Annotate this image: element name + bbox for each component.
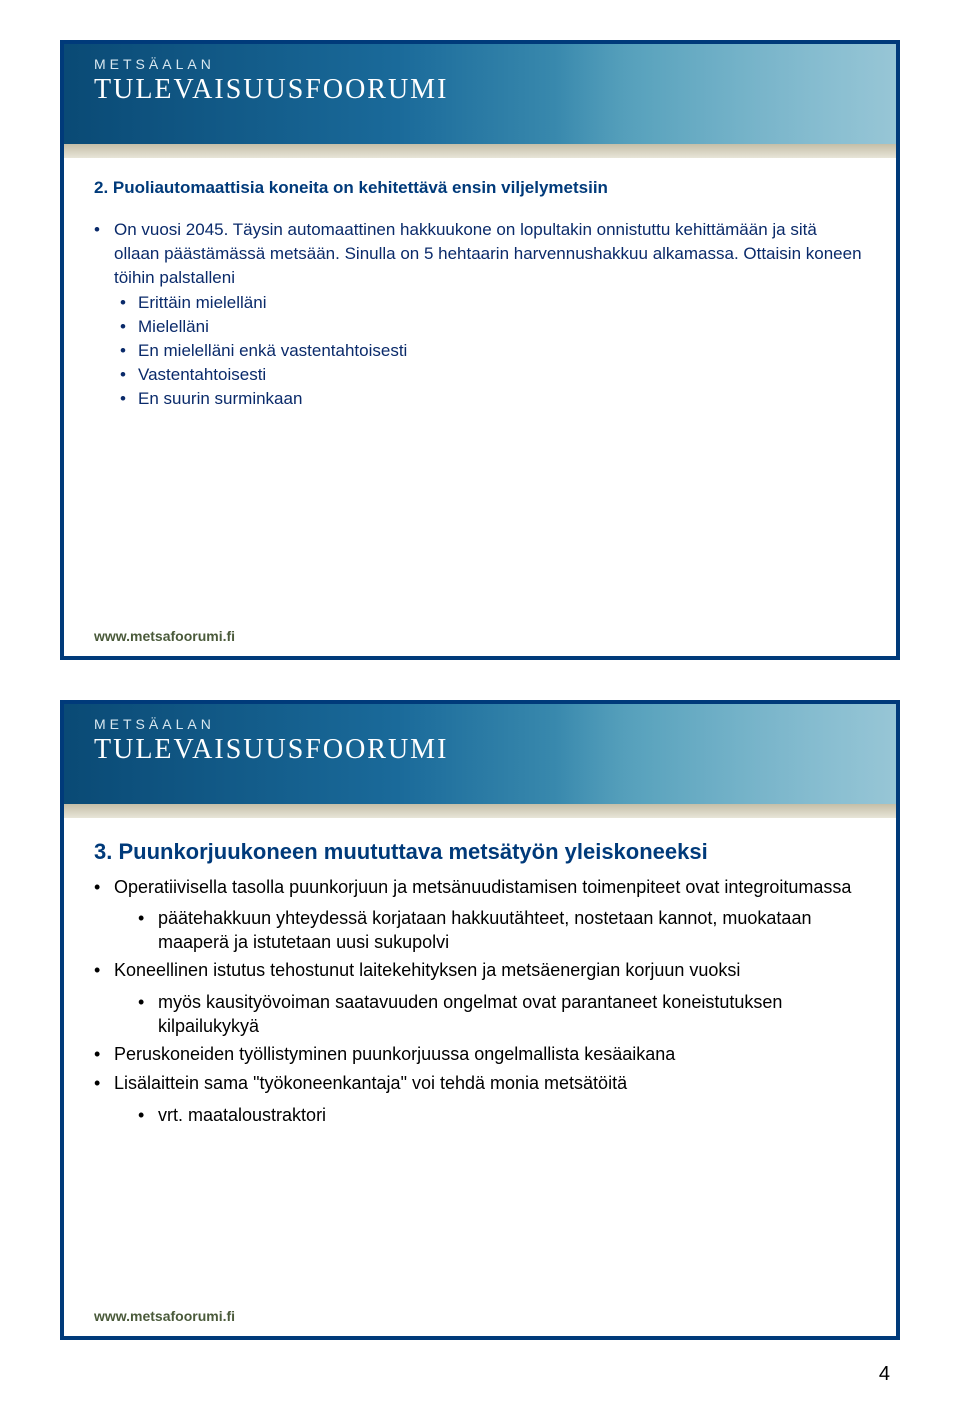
page-number: 4 (879, 1363, 890, 1386)
option-1: Erittäin mielelläni (120, 291, 866, 315)
bullet-2-sub: myös kausityövoiman saatavuuden ongelmat… (138, 990, 866, 1039)
option-4: Vastentahtoisesti (120, 363, 866, 387)
banner-title: TULEVAISUUSFOORUMI (94, 734, 448, 766)
banner-text: METSÄALAN TULEVAISUUSFOORUMI (94, 716, 448, 766)
bullet-2: Koneellinen istutus tehostunut laitekehi… (94, 958, 866, 1038)
bullet-3: Peruskoneiden työllistyminen puunkorjuus… (94, 1042, 866, 1067)
slide-2-heading: 3. Puunkorjuukoneen muututtava metsätyön… (94, 838, 866, 867)
slide-2-bullets: Operatiivisella tasolla puunkorjuun ja m… (94, 875, 866, 1127)
option-3: En mielelläni enkä vastentahtoisesti (120, 339, 866, 363)
bullet-3-text: Peruskoneiden työllistyminen puunkorjuus… (114, 1044, 675, 1064)
banner: METSÄALAN TULEVAISUUSFOORUMI (64, 44, 896, 144)
bullet-1-text: Operatiivisella tasolla puunkorjuun ja m… (114, 877, 851, 897)
slide-1-heading: 2. Puoliautomaattisia koneita on kehitet… (94, 178, 866, 198)
banner-title: TULEVAISUUSFOORUMI (94, 74, 448, 106)
page: METSÄALAN TULEVAISUUSFOORUMI 2. Puoliaut… (0, 0, 960, 1406)
bullet-2-text: Koneellinen istutus tehostunut laitekehi… (114, 960, 740, 980)
banner-subtitle: METSÄALAN (94, 56, 448, 72)
bullet-4-text: Lisälaittein sama "työkoneenkantaja" voi… (114, 1073, 627, 1093)
option-2: Mielelläni (120, 315, 866, 339)
bullet-4: Lisälaittein sama "työkoneenkantaja" voi… (94, 1071, 866, 1126)
shadow-bar (64, 804, 896, 818)
slide-1-intro-bullet: On vuosi 2045. Täysin automaattinen hakk… (94, 218, 866, 410)
banner-decor (556, 704, 896, 804)
bullet-2-sub-1: myös kausityövoiman saatavuuden ongelmat… (138, 990, 866, 1039)
slide-2-footer: www.metsafoorumi.fi (94, 1308, 235, 1324)
shadow-bar (64, 144, 896, 158)
bullet-1: Operatiivisella tasolla puunkorjuun ja m… (94, 875, 866, 955)
bullet-1-sub-1: päätehakkuun yhteydessä korjataan hakkuu… (138, 906, 866, 955)
banner-subtitle: METSÄALAN (94, 716, 448, 732)
banner-decor (556, 44, 896, 144)
banner: METSÄALAN TULEVAISUUSFOORUMI (64, 704, 896, 804)
bullet-1-sub: päätehakkuun yhteydessä korjataan hakkuu… (138, 906, 866, 955)
slide-1: METSÄALAN TULEVAISUUSFOORUMI 2. Puoliaut… (60, 40, 900, 660)
bullet-4-sub-1: vrt. maataloustraktori (138, 1103, 866, 1127)
slide-1-body: 2. Puoliautomaattisia koneita on kehitet… (64, 158, 896, 410)
option-5: En suurin surminkaan (120, 387, 866, 411)
slide-2-body: 3. Puunkorjuukoneen muututtava metsätyön… (64, 818, 896, 1127)
slide-1-intro-list: On vuosi 2045. Täysin automaattinen hakk… (94, 218, 866, 410)
bullet-4-sub: vrt. maataloustraktori (138, 1103, 866, 1127)
slide-1-options: Erittäin mielelläni Mielelläni En mielel… (120, 291, 866, 410)
slide-1-intro-text: On vuosi 2045. Täysin automaattinen hakk… (114, 220, 862, 287)
slide-1-footer: www.metsafoorumi.fi (94, 628, 235, 644)
slide-2: METSÄALAN TULEVAISUUSFOORUMI 3. Puunkorj… (60, 700, 900, 1340)
banner-text: METSÄALAN TULEVAISUUSFOORUMI (94, 56, 448, 106)
